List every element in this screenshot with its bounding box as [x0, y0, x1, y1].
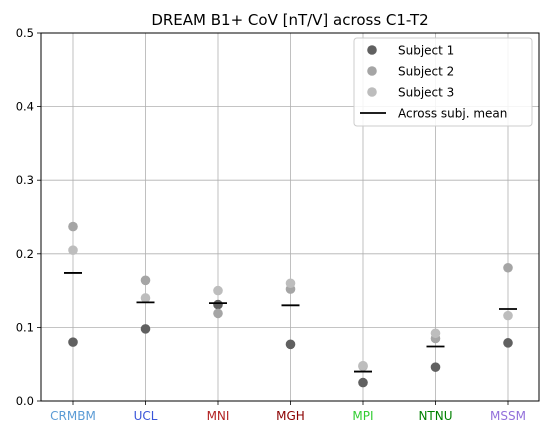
- x-tick-label: MPI: [352, 409, 373, 423]
- point-subject-3: [68, 245, 78, 255]
- point-subject-1: [140, 324, 151, 334]
- point-subject-3: [285, 278, 296, 289]
- y-tick-label: 0.4: [16, 100, 34, 114]
- point-subject-2: [213, 308, 223, 319]
- data-marks: [64, 221, 517, 388]
- point-subject-3: [430, 328, 441, 339]
- point-subject-1: [430, 362, 441, 372]
- point-subject-2: [140, 275, 151, 286]
- point-subject-1: [213, 299, 223, 310]
- y-tick-label: 0.0: [16, 394, 34, 408]
- point-subject-3: [503, 310, 513, 321]
- x-tick-label: NTNU: [418, 409, 452, 423]
- y-tick-label: 0.5: [16, 26, 34, 40]
- x-tick-label: UCL: [134, 409, 158, 423]
- x-tick-label: CRMBM: [50, 409, 96, 423]
- legend: Subject 1 Subject 2 Subject 3 Across subj. …: [353, 37, 533, 127]
- y-tick-label: 0.2: [16, 247, 34, 261]
- point-subject-3: [358, 360, 368, 371]
- y-tick-label: 0.3: [16, 173, 34, 187]
- x-tick-label: MSSM: [490, 409, 526, 423]
- legend-label: Subject 1: [398, 44, 454, 58]
- point-subject-2: [68, 221, 78, 232]
- point-subject-2: [503, 262, 513, 273]
- point-subject-1: [358, 377, 368, 388]
- point-subject-1: [503, 338, 513, 348]
- y-tick-label: 0.1: [16, 320, 34, 334]
- legend-box: [353, 37, 533, 127]
- point-subject-3: [213, 285, 223, 296]
- chart-title: DREAM B1+ CoV [nT/V] across C1-T2: [151, 11, 428, 29]
- point-subject-1: [285, 339, 296, 350]
- y-axis: 0.0 0.1 0.2 0.3 0.4 0.5: [16, 26, 41, 408]
- legend-marker: [367, 45, 377, 55]
- x-tick-label: MNI: [207, 409, 230, 423]
- legend-label: Subject 3: [398, 86, 454, 100]
- point-subject-3: [140, 293, 151, 303]
- plot-frame: [40, 32, 540, 402]
- legend-marker: [367, 66, 377, 76]
- point-subject-1: [68, 337, 78, 347]
- x-axis: CRMBM UCL MNI MGH MPI NTNU MSSM: [50, 401, 526, 423]
- legend-label: Across subj. mean: [398, 107, 507, 121]
- legend-label: Subject 2: [398, 65, 454, 79]
- legend-marker: [367, 87, 377, 97]
- x-tick-label: MGH: [276, 409, 305, 423]
